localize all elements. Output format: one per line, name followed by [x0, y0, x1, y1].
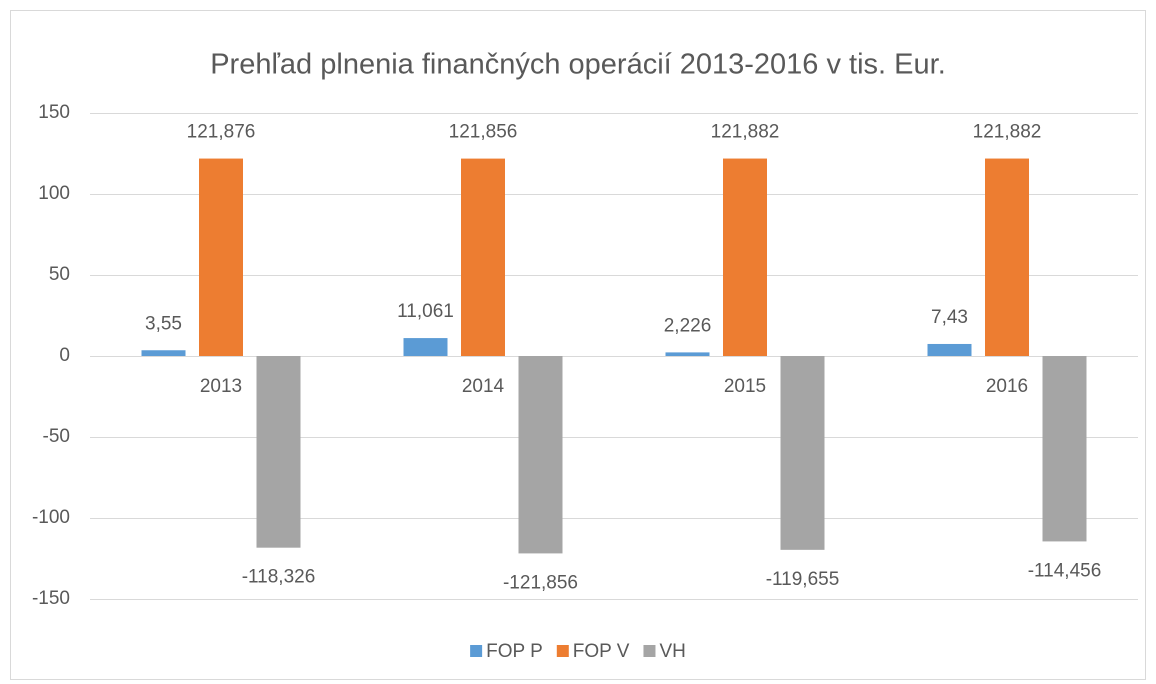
y-tick-label: -100 [32, 507, 70, 528]
data-label: 7,43 [931, 307, 968, 328]
legend-swatch [470, 645, 483, 657]
bar [985, 158, 1029, 356]
data-label: -119,655 [766, 569, 840, 590]
data-label: 3,55 [145, 313, 182, 334]
x-tick-label: 2015 [724, 376, 766, 397]
data-label: 121,876 [187, 122, 256, 143]
legend-label: VH [659, 641, 685, 662]
bar [199, 158, 243, 356]
chart-title: Prehľad plnenia finančných operácií 2013… [210, 49, 946, 81]
y-tick-label: 150 [38, 102, 70, 123]
x-tick-label: 2013 [200, 376, 242, 397]
bar [723, 158, 767, 356]
data-label: -114,456 [1028, 560, 1102, 581]
bar [1042, 356, 1087, 542]
y-tick-label: 50 [49, 264, 70, 285]
legend-swatch [643, 645, 656, 657]
x-tick-label: 2014 [462, 376, 505, 397]
data-label: 121,882 [711, 122, 780, 143]
bar [927, 343, 972, 356]
data-label: 2,226 [664, 315, 712, 336]
bar [403, 338, 448, 356]
data-label: 11,061 [397, 301, 454, 322]
bar [665, 352, 710, 356]
bar [141, 350, 186, 356]
bar [780, 356, 825, 550]
data-label: 121,882 [973, 122, 1042, 143]
data-label: 121,856 [449, 122, 518, 143]
bar [518, 356, 563, 554]
legend-label: FOP P [486, 641, 543, 662]
y-tick-label: -150 [32, 588, 70, 609]
bar [461, 158, 505, 356]
data-label: -118,326 [242, 567, 316, 588]
data-label: -121,856 [503, 572, 578, 593]
y-tick-label: -50 [43, 426, 70, 447]
x-tick-label: 2016 [986, 376, 1028, 397]
legend-label: FOP V [573, 641, 630, 662]
y-tick-label: 100 [38, 183, 70, 204]
bar [256, 356, 301, 548]
y-tick-label: 0 [59, 345, 70, 366]
legend-swatch [556, 645, 569, 657]
